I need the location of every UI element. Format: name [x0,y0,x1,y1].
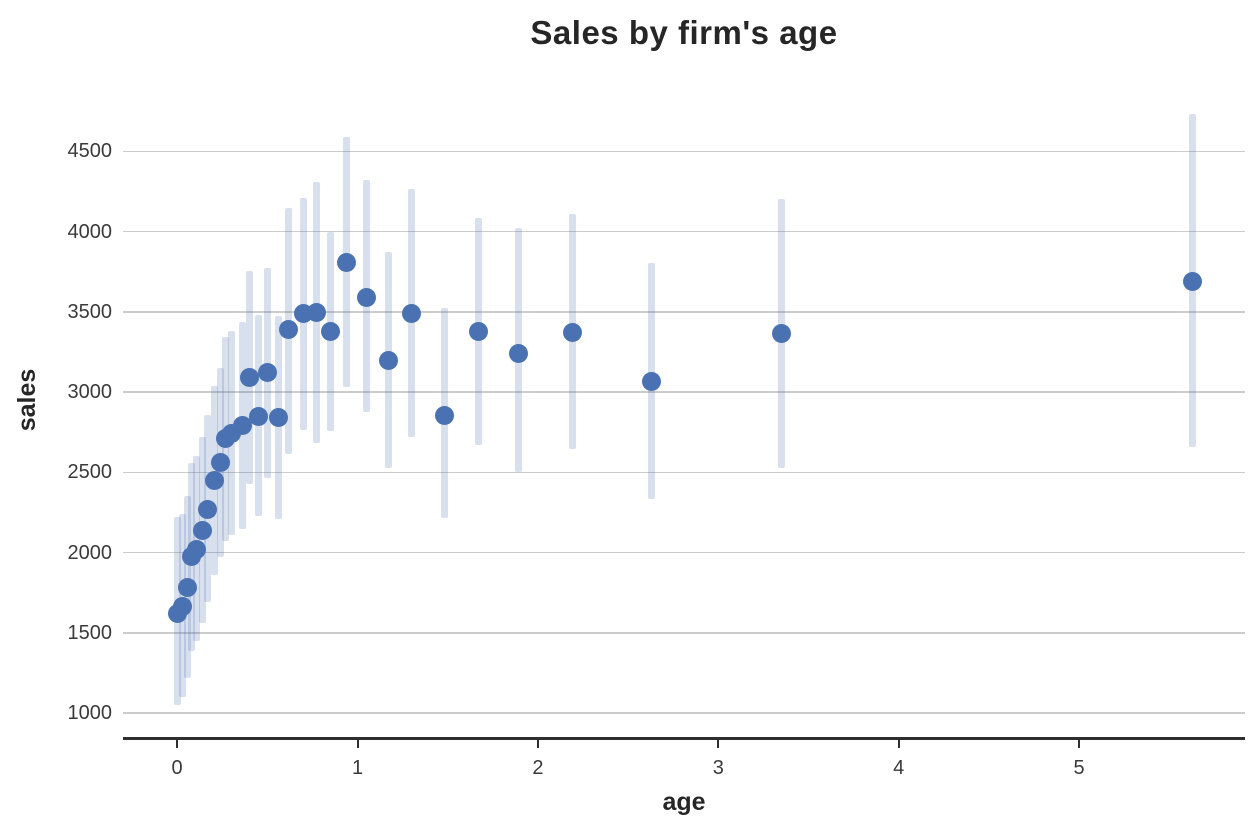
data-point [268,408,288,428]
x-tick-mark [897,739,900,748]
x-tick-label: 2 [532,757,544,779]
data-point [173,596,193,616]
chart-title: Sales by firm's age [530,14,838,51]
data-point [508,344,528,364]
y-tick-label: 4500 [67,140,113,163]
data-point [232,416,252,436]
data-point [378,350,398,370]
data-point [192,520,212,540]
x-tick-label: 4 [893,757,905,779]
y-tick-label: 1000 [67,702,113,725]
y-tick-label: 1500 [67,621,113,644]
x-tick-mark [356,739,359,748]
x-tick-mark [1078,739,1081,748]
y-tick-label: 3500 [67,300,113,323]
x-tick-label: 5 [1073,757,1085,779]
y-tick-label: 3000 [67,381,113,404]
gridline [123,471,1245,474]
data-point [210,453,230,473]
data-point [187,539,207,559]
data-point [279,320,299,339]
x-axis-label: age [662,788,706,816]
data-point [306,303,326,323]
data-point [1183,271,1203,291]
data-point [178,578,198,598]
data-point [771,324,791,344]
data-point [402,303,422,323]
x-tick-label: 1 [351,757,364,779]
data-point [434,405,454,425]
data-point [320,322,340,342]
x-tick-label: 0 [171,757,183,779]
gridline [123,551,1245,554]
y-tick-label: 2500 [67,461,113,484]
x-tick-label: 3 [712,757,724,779]
gridline [123,230,1245,233]
data-point [468,322,488,342]
gridline [123,311,1245,313]
data-point [239,368,259,388]
gridline [123,150,1245,153]
gridline [123,632,1245,634]
x-tick-mark [176,739,179,748]
x-tick-mark [536,739,539,748]
y-tick-label: 4000 [67,220,113,243]
data-point [257,363,277,383]
gridline [123,391,1245,393]
x-axis-line [123,737,1245,740]
x-tick-mark [717,739,720,748]
data-point [642,372,662,392]
data-point [248,406,268,426]
data-point [337,253,357,273]
gridline [123,712,1245,714]
data-point [357,287,377,307]
data-point [205,470,225,490]
y-tick-label: 2000 [67,541,113,564]
data-point [198,499,218,519]
data-point [562,323,582,343]
